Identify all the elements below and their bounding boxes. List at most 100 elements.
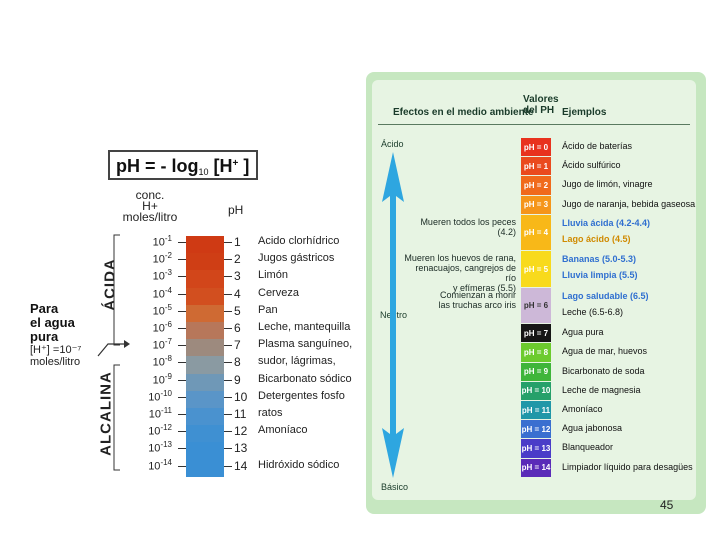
ph-number: 4 xyxy=(234,286,241,301)
pure-water-label: Para el agua pura xyxy=(30,301,75,344)
example-text: Amoníaco xyxy=(562,404,603,415)
conc-value: 10-2 xyxy=(152,251,172,266)
ph-bar-segment xyxy=(186,373,224,392)
conc-header: conc. H+ moles/litro xyxy=(122,188,178,224)
conc-value: 10-4 xyxy=(152,285,172,301)
ph-number: 5 xyxy=(234,303,241,318)
example-text: Agua pura xyxy=(562,327,604,338)
ph-value-cell: pH = 8 xyxy=(521,343,551,362)
substance-label: Plasma sanguíneo, xyxy=(258,338,353,351)
ph-bar-segment xyxy=(186,304,224,323)
example-text: Blanqueador xyxy=(562,442,614,453)
tick-left xyxy=(178,345,186,347)
effect-text: Mueren los huevos de rana, renacuajos, ca… xyxy=(404,253,516,294)
tick-left xyxy=(178,362,186,364)
tick-left xyxy=(178,379,186,381)
scale-brackets xyxy=(113,234,120,471)
tick-right xyxy=(224,414,232,415)
substance-label: sudor, lágrimas, xyxy=(258,355,336,368)
tick-left xyxy=(178,465,186,467)
ph-value-cell: pH = 7 xyxy=(521,324,551,343)
substance-label: ratos xyxy=(258,407,283,419)
ph-number: 14 xyxy=(234,458,248,473)
ph-bar-segment xyxy=(186,270,224,289)
conc-value: 10-3 xyxy=(152,268,172,284)
tick-right xyxy=(224,328,232,329)
tick-right xyxy=(224,293,232,295)
conc-value: 10-13 xyxy=(148,440,172,456)
ph-bar-segment xyxy=(186,442,224,461)
conc-value: 10-8 xyxy=(152,354,172,370)
substance-label: Cerveza xyxy=(258,286,299,299)
ph-value-cell: pH = 2 xyxy=(521,176,551,195)
substance-label: Bicarbonato sódico xyxy=(258,372,352,385)
examples-header: Ejemplos xyxy=(562,107,607,118)
conc-value: 10-6 xyxy=(152,320,172,335)
ph-value-cell: pH = 6 xyxy=(521,287,551,324)
ph-value-cell: pH = 12 xyxy=(521,420,551,439)
example-text: Lluvia limpia (5.5) xyxy=(562,270,638,281)
tick-left xyxy=(178,328,186,329)
ph-bar-segment xyxy=(186,425,224,443)
ph-number: 13 xyxy=(234,441,248,456)
tick-left xyxy=(178,396,186,398)
example-text: Ácido de baterías xyxy=(562,141,633,151)
ph-bar-segment xyxy=(186,408,224,426)
zone-basic: Básico xyxy=(381,482,409,492)
ph-bar-segment xyxy=(186,287,224,306)
conc-value: 10-12 xyxy=(148,423,172,438)
ph-value-cell: pH = 3 xyxy=(521,195,551,214)
conc-value: 10-10 xyxy=(148,388,172,404)
ph-number: 11 xyxy=(234,407,247,421)
tick-left xyxy=(178,293,186,295)
ph-number: 8 xyxy=(234,355,241,370)
tick-right xyxy=(224,345,232,347)
ph-number: 1 xyxy=(234,235,241,249)
substance-label: Acido clorhídrico xyxy=(258,235,340,247)
example-text: Bicarbonato de soda xyxy=(562,365,645,376)
ph-bar-segment xyxy=(186,339,224,357)
header-divider xyxy=(378,124,690,125)
example-text: Leche de magnesia xyxy=(562,384,641,395)
example-text: Lago saludable (6.5) xyxy=(562,290,649,301)
substance-label: Leche, mantequilla xyxy=(258,321,351,333)
ph-value-cell: pH = 4 xyxy=(521,214,551,251)
values-header: Valores del PH xyxy=(523,94,559,116)
tick-right xyxy=(224,448,232,450)
ph-header: pH xyxy=(228,203,244,217)
example-text: Limpiador líquido para desagües xyxy=(562,461,693,472)
effect-text: Mueren todos los peces (4.2) xyxy=(420,216,516,237)
example-text: Agua jabonosa xyxy=(562,423,623,434)
tick-left xyxy=(178,276,186,278)
substance-label: Jugos gástricos xyxy=(258,252,335,265)
ph-number: 9 xyxy=(234,372,241,387)
tick-right xyxy=(224,362,232,364)
tick-right xyxy=(224,242,232,243)
effect-text: Comienzan a morir las truchas arco iris xyxy=(438,289,516,310)
pointer-arrow xyxy=(97,340,130,357)
ph-number: 2 xyxy=(234,252,241,267)
tick-right xyxy=(224,276,232,278)
acid-base-arrow xyxy=(382,152,404,478)
substance-label: Amoníaco xyxy=(258,424,308,437)
ph-value-cell: pH = 1 xyxy=(521,157,551,176)
tick-right xyxy=(224,431,232,433)
ph-value-cell: pH = 11 xyxy=(521,401,551,420)
ph-bar-segment xyxy=(186,236,224,254)
tick-left xyxy=(178,259,186,261)
ph-number: 12 xyxy=(234,424,248,439)
tick-right xyxy=(224,396,232,398)
effects-header: Efectos en el medio ambiente xyxy=(393,107,534,118)
conc-value: 10-9 xyxy=(152,371,172,387)
formula-box xyxy=(108,150,258,180)
ph-number: 7 xyxy=(234,338,241,353)
ph-bar-segment xyxy=(186,253,224,271)
page-number: 45 xyxy=(660,498,674,512)
conc-value: 10-7 xyxy=(152,337,172,352)
example-text: Leche (6.5-6.8) xyxy=(562,306,624,317)
ph-bar-segment xyxy=(186,322,224,340)
ph-value-cell: pH = 14 xyxy=(521,458,551,477)
example-text: Lluvia ácida (4.2-4.4) xyxy=(562,217,651,228)
tick-right xyxy=(224,465,232,467)
ph-value-cell: pH = 10 xyxy=(521,381,551,401)
